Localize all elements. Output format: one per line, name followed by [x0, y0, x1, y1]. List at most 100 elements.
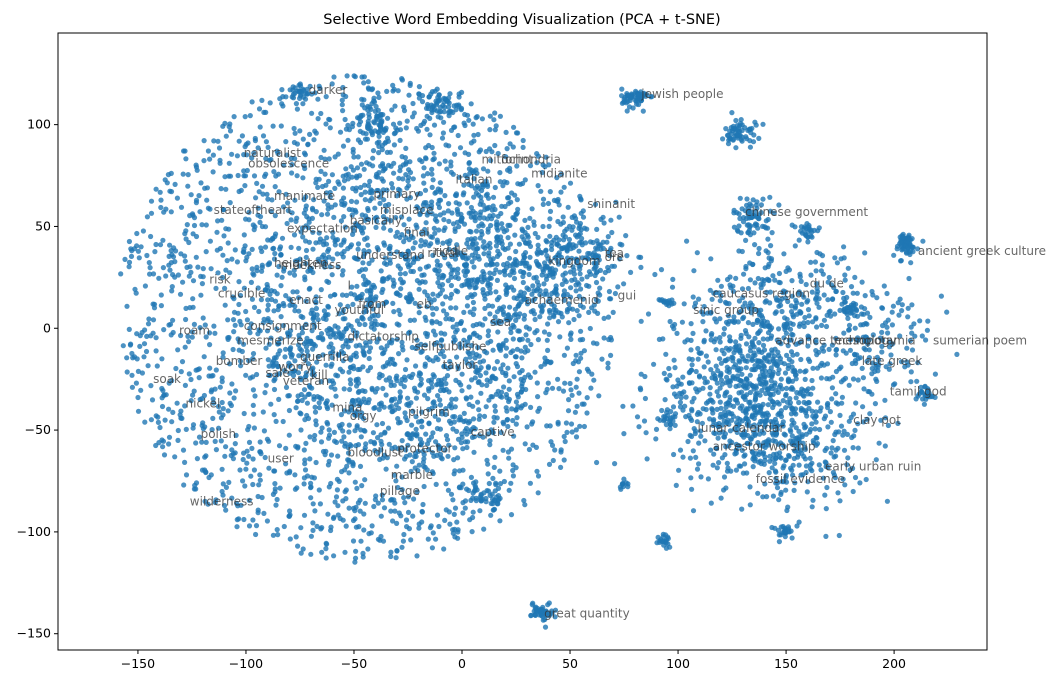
data-point [273, 502, 279, 508]
data-point [162, 417, 168, 423]
data-point [202, 185, 208, 191]
data-point [687, 432, 693, 438]
data-point [341, 237, 347, 243]
data-point [505, 449, 511, 455]
data-point [415, 448, 421, 454]
data-point [186, 239, 192, 246]
data-point [204, 197, 210, 203]
data-point [134, 331, 140, 337]
data-point [763, 380, 769, 387]
data-point [487, 311, 493, 317]
data-point [712, 376, 719, 382]
data-point [742, 396, 748, 402]
data-point [363, 340, 369, 346]
data-point [326, 116, 332, 122]
data-point [242, 114, 248, 120]
data-point [280, 103, 286, 109]
data-point [645, 311, 652, 317]
data-point [311, 137, 317, 143]
data-point [325, 462, 331, 468]
data-point [718, 495, 724, 501]
data-point [316, 487, 322, 493]
data-point [242, 483, 248, 489]
data-point [298, 525, 304, 531]
data-point [166, 262, 172, 268]
data-point [309, 328, 315, 334]
data-point [744, 196, 750, 202]
data-point [446, 218, 452, 224]
data-point [633, 98, 639, 104]
data-point [345, 137, 351, 143]
data-point [450, 221, 457, 227]
data-point [265, 302, 271, 308]
data-point [483, 404, 489, 410]
data-point [713, 347, 719, 353]
data-point [910, 249, 916, 255]
data-point [269, 197, 275, 203]
data-point [351, 366, 357, 372]
data-point [175, 427, 181, 434]
data-point [691, 426, 697, 432]
data-point [326, 279, 332, 285]
data-point [507, 222, 513, 228]
data-point [280, 323, 286, 329]
data-point [742, 461, 748, 467]
data-point [298, 550, 304, 556]
data-point [906, 275, 912, 282]
data-point [393, 233, 399, 239]
data-point [850, 376, 857, 382]
data-point [839, 394, 846, 400]
data-point [251, 173, 258, 179]
data-point [402, 366, 409, 373]
data-point [441, 546, 447, 552]
data-point [544, 386, 550, 392]
data-point [628, 269, 634, 275]
data-point [560, 214, 566, 220]
data-point [161, 452, 168, 458]
data-point [756, 340, 762, 346]
data-point [554, 175, 560, 181]
data-point [549, 385, 556, 391]
data-point [352, 555, 359, 561]
data-point [798, 309, 804, 316]
data-point [803, 408, 809, 414]
data-point [854, 352, 860, 358]
data-point [220, 406, 226, 412]
data-point [124, 303, 130, 309]
data-point [842, 375, 849, 381]
data-point [769, 347, 775, 353]
data-point [138, 387, 144, 393]
data-point [778, 359, 784, 365]
data-point [678, 395, 684, 401]
data-point [183, 316, 189, 323]
data-point [154, 363, 160, 369]
data-point [238, 322, 244, 328]
data-point [324, 235, 330, 241]
data-point [312, 432, 318, 439]
data-point [278, 283, 284, 289]
data-point [436, 161, 442, 167]
data-point [733, 383, 739, 389]
data-point [399, 544, 405, 550]
data-point [543, 154, 549, 160]
data-point [246, 439, 253, 445]
data-point [183, 228, 189, 234]
data-point [852, 474, 859, 481]
data-point [284, 152, 290, 158]
data-point [254, 264, 260, 270]
data-point [408, 374, 414, 381]
data-point [301, 387, 308, 393]
data-point [461, 182, 467, 188]
data-point [687, 369, 693, 375]
data-point [280, 418, 286, 425]
data-point [202, 322, 208, 328]
data-point [524, 424, 530, 430]
data-point [730, 355, 736, 361]
data-point [220, 274, 226, 281]
data-point [231, 329, 237, 335]
data-point [778, 408, 785, 414]
data-point [174, 195, 180, 201]
data-point [378, 268, 384, 274]
data-point [689, 417, 695, 423]
data-point [439, 384, 445, 390]
